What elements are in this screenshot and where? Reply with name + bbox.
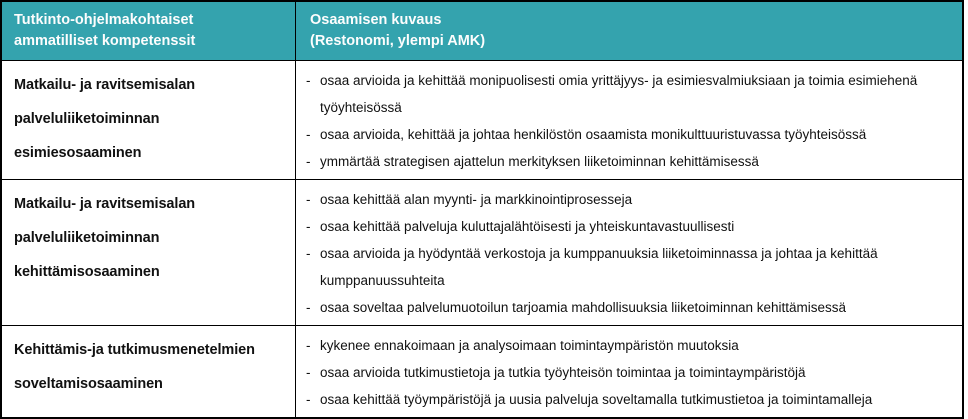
header-competences-line2: ammatilliset kompetenssit	[14, 33, 196, 49]
dash-marker: -	[306, 246, 311, 261]
dash-marker: -	[306, 154, 311, 169]
description-item: - osaa kehittää alan myynti- ja markkinoi…	[306, 186, 954, 213]
description-text: osaa soveltaa palvelumuotoilun tarjoamia…	[320, 300, 847, 315]
dash-marker: -	[306, 73, 311, 88]
description-text: osaa arvioida, kehittää ja johtaa henkil…	[320, 127, 867, 142]
dash-marker: -	[306, 127, 311, 142]
description-item: - ymmärtää strategisen ajattelun merkityk…	[306, 148, 954, 175]
dash-marker: -	[306, 338, 311, 353]
table-header-row: Tutkinto-ohjelmakohtaiset ammatilliset k…	[2, 2, 962, 61]
header-competences-line1: Tutkinto-ohjelmakohtaiset	[14, 12, 194, 28]
header-cell-description: Osaamisen kuvaus (Restonomi, ylempi AMK)	[296, 2, 962, 60]
description-text: kykenee ennakoimaan ja analysoimaan toim…	[320, 338, 739, 353]
competence-name-cell: Matkailu- ja ravitsemisalan palveluliike…	[2, 61, 296, 179]
description-item: - osaa soveltaa palvelumuotoilun tarjoami…	[306, 294, 954, 321]
description-item: - osaa kehittää työympäristöjä ja uusia p…	[306, 386, 954, 413]
header-description-line2: (Restonomi, ylempi AMK)	[310, 33, 486, 49]
table-body: Matkailu- ja ravitsemisalan palveluliike…	[2, 61, 962, 417]
description-text: osaa kehittää alan myynti- ja markkinoin…	[320, 192, 633, 207]
description-item: - osaa arvioida ja hyödyntää verkostoja j…	[306, 240, 954, 294]
description-text: osaa arvioida ja hyödyntää verkostoja ja…	[320, 246, 878, 288]
dash-marker: -	[306, 192, 311, 207]
competence-name-cell: Kehittämis-ja tutkimusmenetelmien sovelt…	[2, 326, 296, 417]
description-cell: - osaa arvioida ja kehittää monipuolisest…	[296, 61, 962, 179]
description-cell: - kykenee ennakoimaan ja analysoimaan toi…	[296, 326, 962, 417]
description-cell: - osaa kehittää alan myynti- ja markkinoi…	[296, 180, 962, 325]
dash-marker: -	[306, 392, 311, 407]
description-text: ymmärtää strategisen ajattelun merkityks…	[320, 154, 759, 169]
table-row: Matkailu- ja ravitsemisalan palveluliike…	[2, 180, 962, 326]
dash-marker: -	[306, 365, 311, 380]
description-item: - osaa arvioida ja kehittää monipuolisest…	[306, 67, 954, 121]
table-row: Matkailu- ja ravitsemisalan palveluliike…	[2, 61, 962, 180]
description-list: - osaa arvioida ja kehittää monipuolisest…	[306, 67, 954, 175]
competence-name-cell: Matkailu- ja ravitsemisalan palveluliike…	[2, 180, 296, 325]
header-cell-competences: Tutkinto-ohjelmakohtaiset ammatilliset k…	[2, 2, 296, 60]
dash-marker: -	[306, 219, 311, 234]
table-row: Kehittämis-ja tutkimusmenetelmien sovelt…	[2, 326, 962, 417]
description-list: - kykenee ennakoimaan ja analysoimaan toi…	[306, 332, 954, 413]
description-text: osaa kehittää työympäristöjä ja uusia pa…	[320, 392, 873, 407]
description-item: - osaa arvioida, kehittää ja johtaa henki…	[306, 121, 954, 148]
dash-marker: -	[306, 300, 311, 315]
description-list: - osaa kehittää alan myynti- ja markkinoi…	[306, 186, 954, 321]
header-description-line1: Osaamisen kuvaus	[310, 12, 442, 28]
description-item: - osaa kehittää palveluja kuluttajalähtöi…	[306, 213, 954, 240]
description-text: osaa arvioida tutkimustietoja ja tutkia …	[320, 365, 806, 380]
description-text: osaa arvioida ja kehittää monipuolisesti…	[320, 73, 918, 115]
description-item: - osaa arvioida tutkimustietoja ja tutkia…	[306, 359, 954, 386]
description-text: osaa kehittää palveluja kuluttajalähtöis…	[320, 219, 735, 234]
description-item: - kykenee ennakoimaan ja analysoimaan toi…	[306, 332, 954, 359]
